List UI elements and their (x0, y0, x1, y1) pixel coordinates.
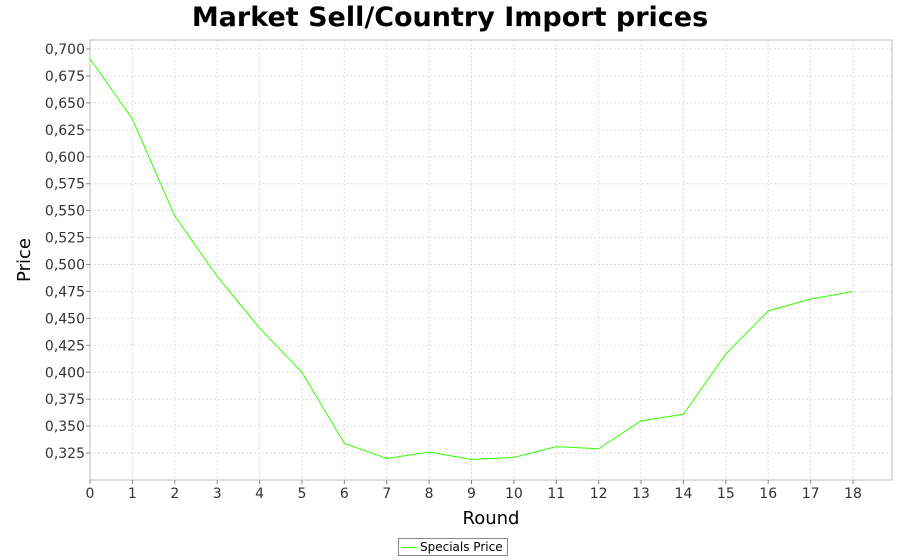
y-tick-label: 0,475 (45, 284, 85, 300)
y-tick-label: 0,500 (45, 258, 85, 274)
y-tick-label: 0,550 (45, 204, 85, 220)
x-tick-label: 1 (128, 486, 137, 502)
x-tick-label: 14 (675, 486, 693, 502)
x-axis-label: Round (463, 508, 520, 529)
y-tick-label: 0,350 (45, 419, 85, 435)
x-tick-label: 2 (170, 486, 179, 502)
x-tick-label: 5 (297, 486, 306, 502)
x-tick-label: 0 (86, 486, 95, 502)
x-tick-label: 12 (590, 486, 608, 502)
series-lines (89, 58, 854, 461)
x-tick-label: 3 (213, 486, 222, 502)
y-tick-label: 0,425 (45, 338, 85, 354)
y-tick-label: 0,575 (45, 177, 85, 193)
y-tick-label: 0,400 (45, 365, 85, 381)
x-tick-label: 18 (844, 486, 862, 502)
y-tick-label: 0,600 (45, 150, 85, 166)
y-tick-label: 0,625 (45, 123, 85, 139)
y-tick-label: 0,325 (45, 446, 85, 462)
legend: Specials Price (398, 538, 508, 556)
x-tick-label: 6 (340, 486, 349, 502)
x-tick-label: 8 (425, 486, 434, 502)
x-tick-label: 7 (382, 486, 391, 502)
x-tick-label: 17 (802, 486, 820, 502)
grid (89, 40, 892, 480)
chart-title: Market Sell/Country Import prices (191, 2, 709, 33)
plot-area (89, 39, 893, 481)
x-tick-label: 16 (759, 486, 777, 502)
series-line-specials-price (89, 58, 854, 461)
y-tick-label: 0,525 (45, 231, 85, 247)
y-tick-label: 0,375 (45, 392, 85, 408)
y-tick-label: 0,450 (45, 311, 85, 327)
y-tick-label: 0,700 (45, 42, 85, 58)
axis-ticks: 0,325 0,350 0,375 0,400 0,425 0,450 0,475 0,500… (45, 42, 862, 502)
y-tick-label: 0,650 (45, 96, 85, 112)
x-tick-label: 10 (505, 486, 523, 502)
y-tick-label: 0,675 (45, 69, 85, 85)
legend-swatch (401, 546, 417, 548)
x-tick-label: 11 (547, 486, 565, 502)
x-tick-label: 9 (467, 486, 476, 502)
x-tick-label: 4 (255, 486, 264, 502)
x-tick-label: 13 (632, 486, 650, 502)
x-tick-label: 15 (717, 486, 735, 502)
y-axis-label: Price (14, 238, 35, 282)
legend-label: Specials Price (420, 540, 503, 554)
